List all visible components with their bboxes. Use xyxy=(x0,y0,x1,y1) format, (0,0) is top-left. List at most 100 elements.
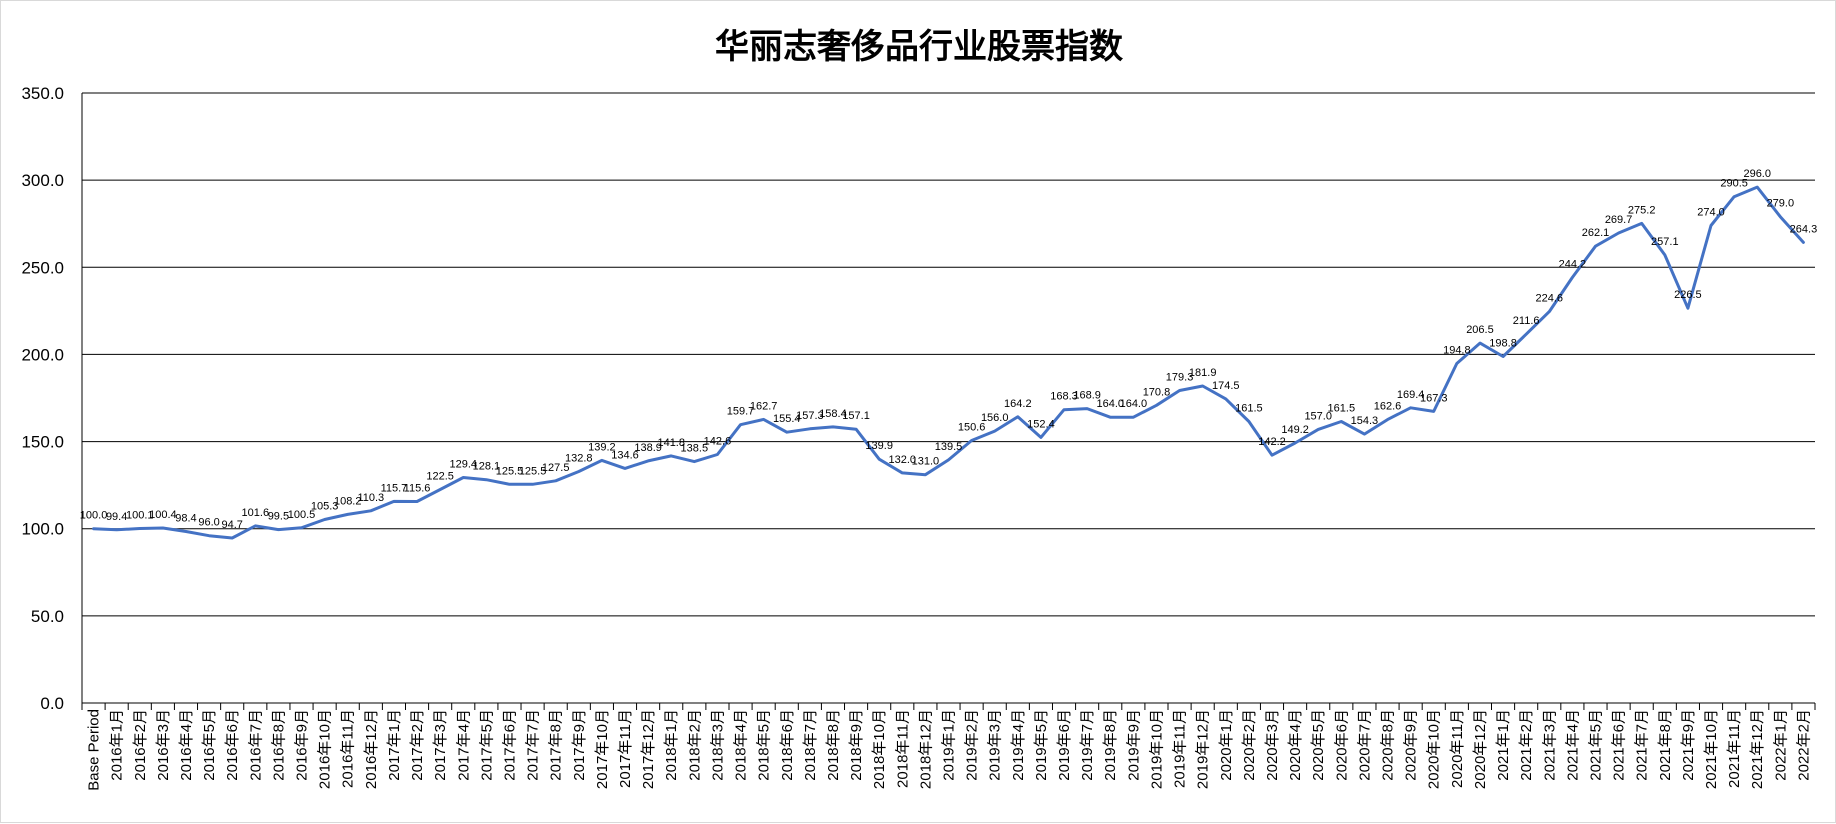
chart-title: 华丽志奢侈品行业股票指数 xyxy=(715,27,1123,67)
x-tick-label: 2016年7月 xyxy=(247,709,264,781)
data-label: 224.6 xyxy=(1536,293,1564,305)
data-label: 162.6 xyxy=(1374,401,1402,413)
data-label: 115.6 xyxy=(404,483,431,495)
data-label: 99.4 xyxy=(106,511,127,523)
data-label: 164.0 xyxy=(1096,398,1124,410)
data-label: 174.5 xyxy=(1212,380,1240,392)
x-tick-label: 2017年6月 xyxy=(501,709,518,781)
data-label: 129.4 xyxy=(449,458,477,470)
data-label: 157.1 xyxy=(842,410,870,422)
x-tick-label: 2019年8月 xyxy=(1102,709,1119,781)
data-point xyxy=(1223,396,1228,401)
x-tick-label: 2021年8月 xyxy=(1657,709,1674,781)
x-tick-label: 2021年4月 xyxy=(1564,709,1581,781)
x-tick-label: 2018年10月 xyxy=(871,709,888,789)
data-point xyxy=(992,429,997,434)
data-label: 161.5 xyxy=(1328,403,1356,415)
x-tick-label: 2017年3月 xyxy=(432,709,449,781)
data-point xyxy=(1293,440,1298,445)
x-tick-label: 2021年10月 xyxy=(1703,709,1720,789)
data-label: 257.1 xyxy=(1651,236,1679,248)
data-point xyxy=(946,457,951,462)
data-label: 100.0 xyxy=(80,510,108,522)
x-tick-label: 2020年12月 xyxy=(1472,709,1489,789)
data-label: 206.5 xyxy=(1466,324,1494,336)
x-tick-label: 2019年5月 xyxy=(1033,709,1050,781)
x-tick-label: 2016年6月 xyxy=(224,709,241,781)
data-label: 108.2 xyxy=(334,495,362,507)
data-point xyxy=(923,472,928,477)
y-tick-label: 300.0 xyxy=(21,171,64,190)
data-label: 125.5 xyxy=(519,465,547,477)
x-tick-label: 2020年9月 xyxy=(1403,709,1420,781)
y-tick-label: 350.0 xyxy=(21,84,64,103)
x-tick-label: Base Period xyxy=(86,709,103,791)
data-point xyxy=(114,527,119,532)
data-label: 244.2 xyxy=(1559,258,1587,270)
data-label: 101.6 xyxy=(242,507,270,519)
x-tick-label: 2016年4月 xyxy=(178,709,195,781)
x-tick-label: 2018年6月 xyxy=(779,709,796,781)
x-tick-label: 2021年11月 xyxy=(1726,709,1743,788)
data-label: 131.0 xyxy=(912,456,940,468)
data-point xyxy=(1362,432,1367,437)
x-tick-label: 2022年2月 xyxy=(1795,709,1812,781)
data-point xyxy=(322,517,327,522)
x-tick-label: 2019年4月 xyxy=(1010,709,1027,781)
x-tick-label: 2019年11月 xyxy=(1172,709,1189,788)
data-point xyxy=(692,459,697,464)
data-label: 290.5 xyxy=(1720,178,1748,190)
data-label: 157.0 xyxy=(1304,410,1332,422)
x-tick-label: 2021年7月 xyxy=(1634,709,1651,781)
x-tick-label: 2017年7月 xyxy=(525,709,542,781)
x-tick-label: 2020年10月 xyxy=(1426,709,1443,789)
data-point xyxy=(854,427,859,432)
x-tick-label: 2018年5月 xyxy=(756,709,773,781)
data-point xyxy=(91,526,96,531)
data-label: 159.7 xyxy=(727,406,755,418)
x-tick-label: 2017年8月 xyxy=(548,709,565,781)
data-label: 162.7 xyxy=(750,400,778,412)
x-tick-label: 2017年1月 xyxy=(386,709,403,781)
data-label: 169.4 xyxy=(1397,389,1425,401)
data-label: 262.1 xyxy=(1582,227,1610,239)
data-point xyxy=(877,457,882,462)
data-point xyxy=(1547,309,1552,314)
data-point xyxy=(183,529,188,534)
data-point xyxy=(391,499,396,504)
data-point xyxy=(784,430,789,435)
data-point xyxy=(1477,341,1482,346)
data-label: 155.4 xyxy=(773,413,801,425)
data-label: 156.0 xyxy=(981,412,1009,424)
data-point xyxy=(1154,403,1159,408)
y-tick-label: 100.0 xyxy=(21,520,64,539)
x-tick-label: 2021年6月 xyxy=(1611,709,1628,781)
data-label: 128.1 xyxy=(473,461,501,473)
data-point xyxy=(207,533,212,538)
x-tick-label: 2020年11月 xyxy=(1449,709,1466,788)
data-label: 275.2 xyxy=(1628,204,1656,216)
data-label: 164.2 xyxy=(1004,398,1032,410)
x-tick-label: 2016年1月 xyxy=(109,709,126,781)
y-tick-label: 0.0 xyxy=(40,694,64,713)
x-tick-label: 2018年1月 xyxy=(663,709,680,781)
x-tick-label: 2019年3月 xyxy=(987,709,1004,781)
data-label: 98.4 xyxy=(175,513,196,525)
data-point xyxy=(623,466,628,471)
y-tick-label: 50.0 xyxy=(31,607,64,626)
data-point xyxy=(1639,221,1644,226)
x-tick-label: 2022年1月 xyxy=(1772,709,1789,781)
data-label: 269.7 xyxy=(1605,214,1633,226)
data-point xyxy=(969,438,974,443)
x-tick-label: 2020年6月 xyxy=(1333,709,1350,781)
data-label: 157.3 xyxy=(796,410,824,422)
data-label: 138.9 xyxy=(634,442,662,454)
data-label: 132.8 xyxy=(565,453,593,465)
x-tick-label: 2021年5月 xyxy=(1587,709,1604,781)
data-label: 100.5 xyxy=(288,509,316,521)
x-tick-label: 2017年4月 xyxy=(455,709,472,781)
x-tick-label: 2020年3月 xyxy=(1264,709,1281,781)
data-point xyxy=(1685,306,1690,311)
x-tick-label: 2019年1月 xyxy=(941,709,958,781)
data-point xyxy=(253,523,258,528)
